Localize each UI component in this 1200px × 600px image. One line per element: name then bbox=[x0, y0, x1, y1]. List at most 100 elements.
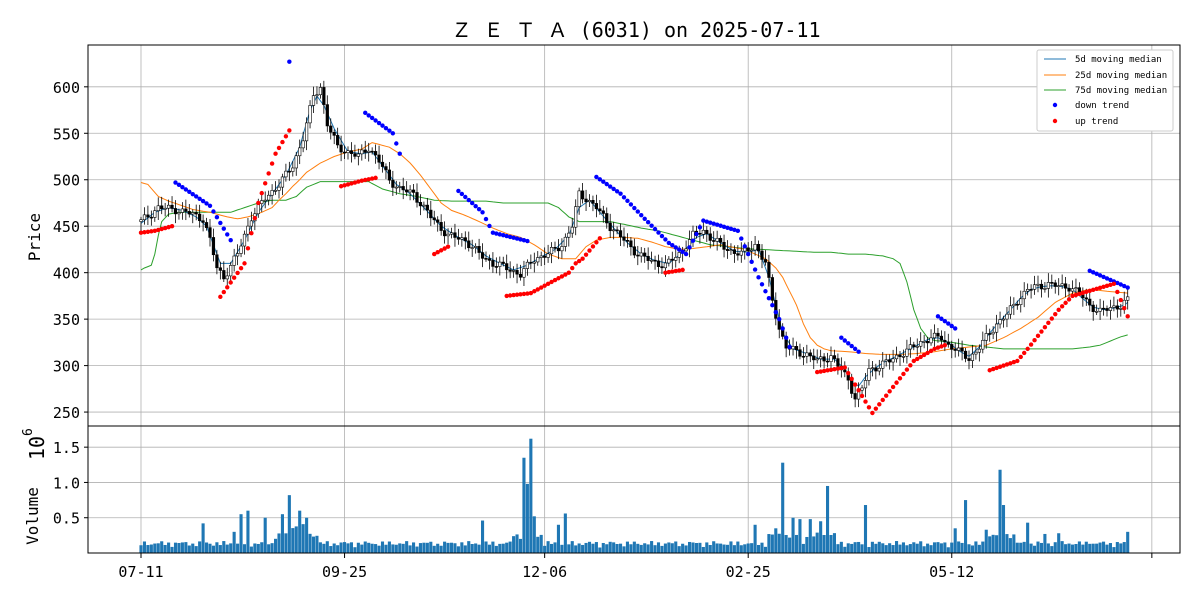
up-trend-dot bbox=[859, 393, 865, 399]
candle-down bbox=[442, 230, 447, 237]
volume-bar bbox=[242, 544, 247, 553]
candle-down bbox=[439, 222, 443, 231]
volume-bar bbox=[294, 526, 298, 553]
up-trend-dot bbox=[359, 178, 364, 183]
volume-bar bbox=[543, 545, 547, 553]
candle-up bbox=[311, 95, 316, 106]
up-trend-dot bbox=[1122, 306, 1127, 311]
volume-bar bbox=[553, 542, 557, 553]
volume-bar bbox=[808, 519, 812, 553]
legend-ma25-label: 25d moving median bbox=[1075, 71, 1167, 81]
volume-bar bbox=[850, 543, 854, 553]
down-trend-dot bbox=[608, 184, 613, 189]
candle-up bbox=[177, 212, 181, 215]
down-trend-dot bbox=[739, 236, 744, 241]
volume-bar bbox=[832, 533, 836, 553]
down-trend-dot bbox=[942, 318, 948, 324]
volume-bar bbox=[656, 542, 661, 553]
up-trend-dot bbox=[507, 293, 513, 298]
down-trend-dot bbox=[690, 238, 696, 243]
up-trend-dot bbox=[559, 274, 565, 279]
candle-down bbox=[336, 135, 340, 146]
volume-bar bbox=[501, 543, 505, 553]
candle-down bbox=[222, 270, 226, 280]
volume-bar bbox=[180, 542, 184, 553]
up-trend-dot bbox=[556, 276, 561, 281]
down-trend-dot bbox=[849, 343, 854, 349]
up-trend-dot bbox=[242, 261, 247, 266]
volume-bar bbox=[515, 534, 519, 553]
up-trend-dot bbox=[218, 294, 223, 300]
price-tick-label: 300 bbox=[53, 358, 80, 376]
date-tick-label: 05-12 bbox=[929, 563, 974, 581]
volume-bar bbox=[160, 541, 164, 553]
volume-bar bbox=[163, 544, 167, 553]
candle-up bbox=[829, 355, 833, 362]
candle-down bbox=[660, 266, 664, 269]
candle-down bbox=[1053, 282, 1057, 287]
candle-down bbox=[953, 349, 957, 351]
volume-bar bbox=[581, 544, 585, 553]
up-trend-dot bbox=[1104, 283, 1110, 289]
up-trend-dot bbox=[587, 248, 592, 253]
volume-bar bbox=[570, 541, 574, 553]
volume-bar bbox=[836, 544, 840, 553]
down-trend-dot bbox=[225, 232, 230, 237]
candle-up bbox=[922, 340, 926, 343]
down-trend-dot bbox=[463, 194, 468, 200]
volume-bar bbox=[860, 544, 864, 553]
candle-up bbox=[1095, 310, 1099, 313]
up-trend-dot bbox=[1063, 300, 1068, 306]
up-trend-dot bbox=[901, 371, 906, 377]
volume-bar bbox=[277, 533, 281, 553]
up-trend-dot bbox=[866, 405, 872, 410]
volume-bar bbox=[205, 542, 209, 553]
down-trend-dot bbox=[625, 198, 630, 204]
volume-bar bbox=[463, 545, 467, 553]
down-trend-dot bbox=[494, 231, 499, 236]
candle-down bbox=[725, 249, 730, 251]
candle-up bbox=[587, 200, 592, 203]
candle-up bbox=[891, 358, 895, 363]
volume-bar bbox=[239, 514, 243, 553]
candle-down bbox=[601, 210, 605, 214]
down-trend-dot bbox=[946, 321, 951, 326]
ma75-line bbox=[140, 181, 1128, 350]
volume-bar bbox=[253, 543, 257, 553]
up-trend-dot bbox=[356, 179, 361, 184]
candle-down bbox=[594, 203, 598, 210]
up-trend-dot bbox=[990, 366, 996, 372]
down-trend-dot bbox=[190, 191, 195, 197]
up-trend-dot bbox=[542, 283, 547, 288]
candle-up bbox=[1112, 305, 1116, 308]
candle-up bbox=[236, 253, 240, 257]
down-trend-dot bbox=[645, 220, 651, 225]
volume-bar bbox=[1115, 542, 1119, 553]
volume-bar bbox=[1005, 534, 1009, 553]
date-tick-label: 07-11 bbox=[118, 563, 163, 581]
down-trend-dot bbox=[939, 316, 944, 321]
candle-down bbox=[170, 204, 174, 209]
volume-bar bbox=[891, 545, 895, 553]
volume-bar bbox=[370, 543, 374, 553]
volume-bar bbox=[970, 545, 974, 553]
volume-bar bbox=[453, 543, 457, 553]
volume-bar bbox=[950, 542, 954, 553]
candle-down bbox=[705, 229, 709, 235]
volume-bar bbox=[394, 544, 398, 553]
volume-bar bbox=[1081, 544, 1085, 553]
up-trend-dot bbox=[570, 265, 575, 271]
candle-up bbox=[1008, 305, 1012, 315]
volume-bar bbox=[1012, 534, 1016, 553]
candle-up bbox=[180, 208, 185, 213]
volume-bar bbox=[881, 543, 885, 553]
down-trend-dot bbox=[497, 232, 502, 237]
candle-down bbox=[988, 333, 992, 335]
up-trend-dot bbox=[566, 270, 571, 275]
candle-up bbox=[905, 348, 909, 357]
down-trend-dot bbox=[1122, 283, 1127, 289]
volume-bar bbox=[574, 545, 578, 553]
down-trend-dot bbox=[1097, 273, 1103, 278]
volume-bar bbox=[591, 543, 595, 553]
candle-up bbox=[153, 210, 157, 218]
